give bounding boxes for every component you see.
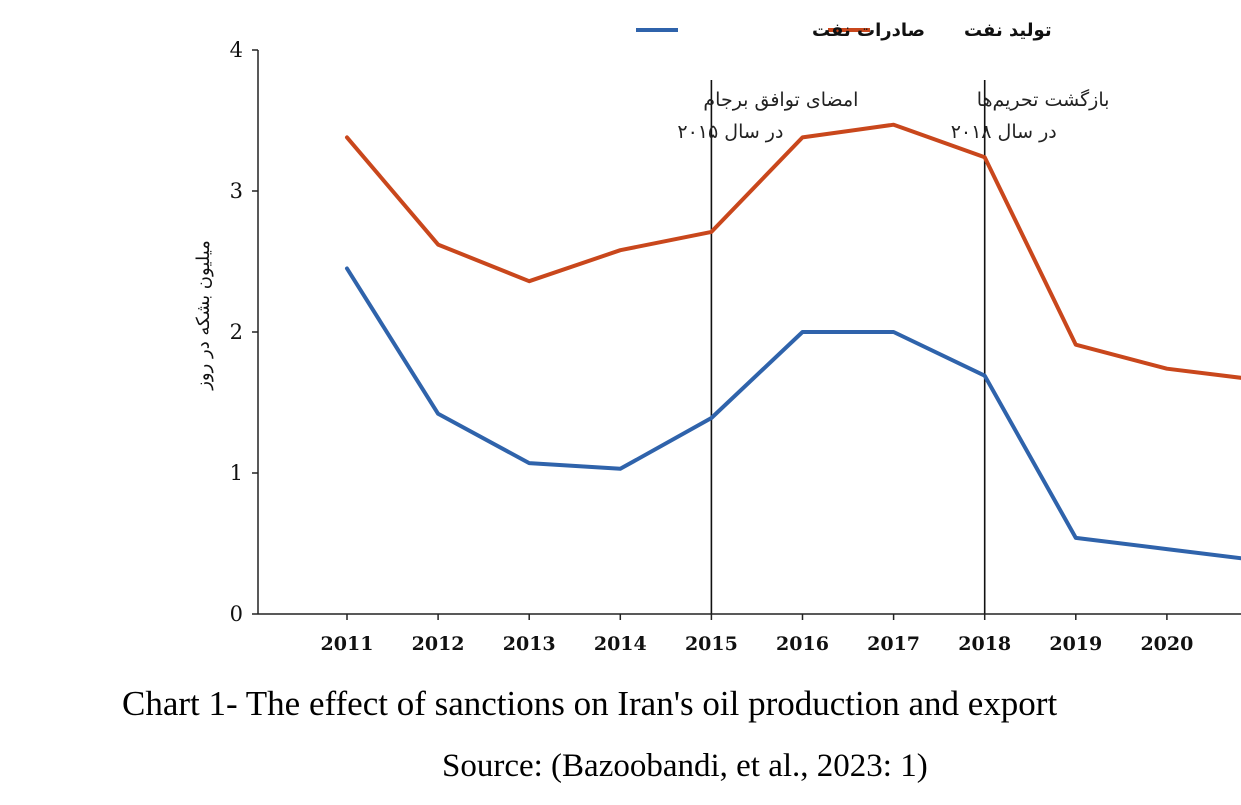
oil-chart: تولید نفت صادرات نفت امضای توافق برجام در … xyxy=(193,20,1241,655)
y-tick-label: 0 xyxy=(230,602,243,626)
x-tick-label: 2016 xyxy=(776,633,829,655)
x-tick-label: 2011 xyxy=(321,633,374,655)
y-tick-label: 1 xyxy=(230,461,243,485)
x-tick-label: 2013 xyxy=(503,633,556,655)
annotations: امضای توافق برجام در سال ۲۰۱۵ بازگشت تحریم… xyxy=(677,80,1109,614)
series-line-0 xyxy=(345,266,1241,561)
x-tick-label: 2017 xyxy=(867,633,920,655)
legend-label-1: صادرات نفت xyxy=(812,20,925,41)
x-tick-label: 2014 xyxy=(594,633,647,655)
event-year-2015: در سال ۲۰۱۵ xyxy=(677,121,783,143)
x-tick-label: 2015 xyxy=(685,633,738,655)
chart-source: Source: (Bazoobandi, et al., 2023: 1) xyxy=(442,748,928,784)
y-tick-label: 2 xyxy=(230,320,243,344)
x-tick-label: 2018 xyxy=(958,633,1011,655)
event-label-2015: امضای توافق برجام xyxy=(703,89,858,111)
y-tick-label: 3 xyxy=(230,179,243,203)
y-axis-label: میلیون بشکه در روز xyxy=(193,240,214,391)
legend-label-0: تولید نفت xyxy=(964,20,1052,41)
x-tick-label: 2020 xyxy=(1140,633,1193,655)
x-tick-label: 2012 xyxy=(412,633,465,655)
legend: تولید نفت صادرات نفت xyxy=(636,20,1052,41)
series-layer xyxy=(345,122,1241,561)
y-tick-label: 4 xyxy=(230,38,243,62)
axes: 0 1 2 3 4 2011 2012 2013 2014 2015 2016 2017 2018 201… xyxy=(193,38,1241,655)
chart-caption: Chart 1- The effect of sanctions on Iran… xyxy=(122,684,1058,723)
x-tick-label: 2019 xyxy=(1049,633,1102,655)
event-label-2018: بازگشت تحریم‌ها xyxy=(977,88,1110,111)
event-year-2018: در سال ۲۰۱۸ xyxy=(951,121,1057,143)
series-line-1 xyxy=(345,122,1241,380)
